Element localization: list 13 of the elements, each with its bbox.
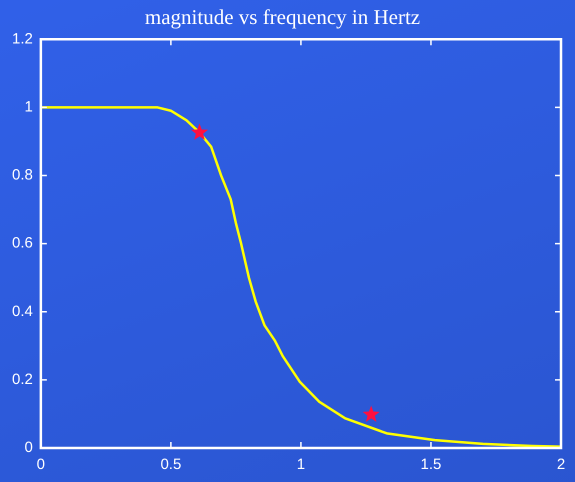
- y-tick-label: 0.4: [12, 302, 33, 320]
- y-tick-label: 0.8: [12, 166, 33, 184]
- y-tick-label: 1: [24, 98, 33, 116]
- x-tick-label: 0: [36, 456, 46, 474]
- x-tick-label: 0.5: [160, 456, 182, 474]
- x-tick-label: 1: [296, 456, 306, 474]
- x-tick-label: 2: [556, 456, 566, 474]
- y-tick-label: 0.6: [12, 234, 33, 252]
- y-tick-label: 0: [24, 439, 33, 456]
- x-tick-label: 1.5: [420, 456, 442, 474]
- y-tick-label: 0.2: [12, 371, 33, 388]
- chart-title: magnitude vs frequency in Hertz: [144, 5, 420, 30]
- y-tick-label: 1.2: [12, 30, 33, 48]
